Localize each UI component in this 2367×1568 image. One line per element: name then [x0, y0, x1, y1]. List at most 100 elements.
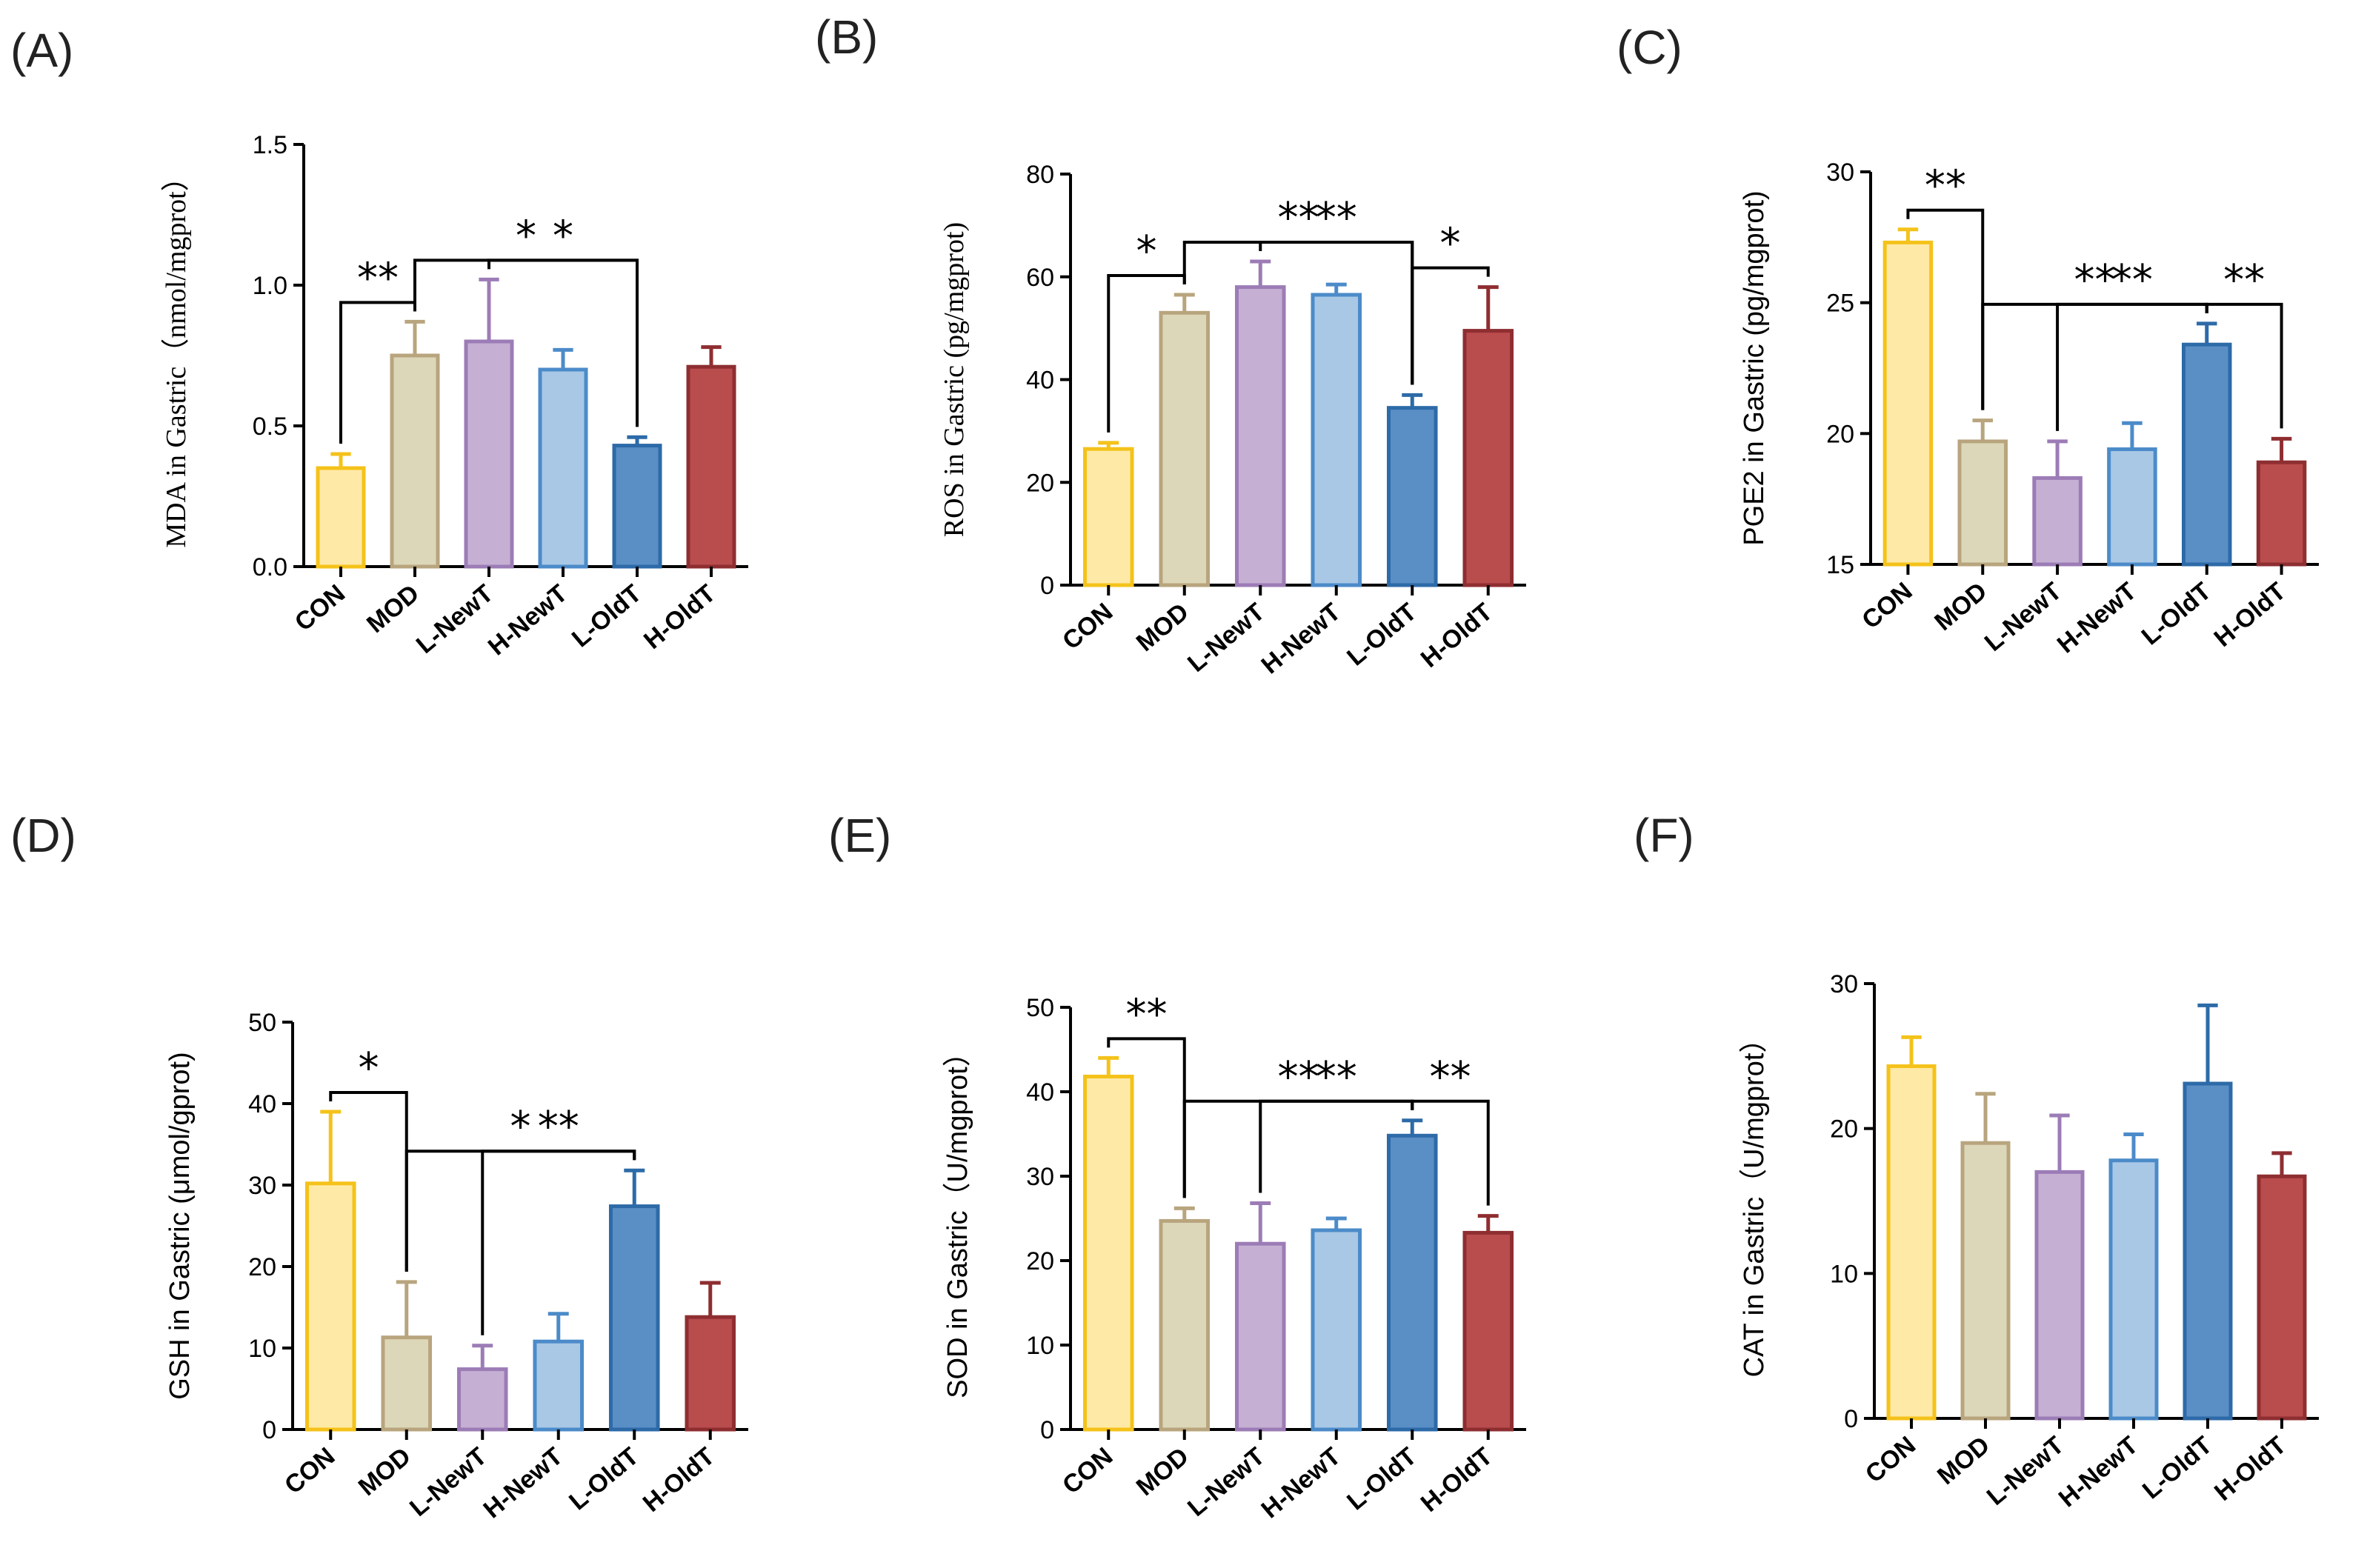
x-tick-label: H-OldT	[2208, 577, 2291, 653]
panel-label-E: (E)	[828, 809, 891, 862]
x-tick-label: H-NewT	[483, 579, 573, 661]
y-tick-label: 0	[1040, 1416, 1054, 1444]
bar-L-OldT	[2181, 342, 2232, 567]
bar-CON	[316, 466, 366, 569]
significance-label: **	[2111, 256, 2153, 304]
x-tick-label: H-NewT	[2052, 577, 2143, 659]
x-tick-label: L-NewT	[411, 579, 499, 659]
x-tick-label: L-OldT	[1342, 598, 1422, 672]
bar-H-OldT	[1462, 1230, 1514, 1432]
bar-CON	[1082, 447, 1134, 587]
y-tick-label: 30	[1830, 970, 1858, 998]
x-tick-label: H-OldT	[2209, 1431, 2291, 1507]
y-axis-label: SOD in Gastric（U/mgprot）	[942, 1038, 973, 1398]
x-tick-label: L-OldT	[1342, 1442, 1422, 1516]
significance-label: **	[1925, 162, 1966, 210]
bar-MOD	[381, 1335, 433, 1432]
y-tick-label: 40	[1026, 1078, 1054, 1107]
y-tick-label: 40	[248, 1090, 276, 1118]
y-tick-label: 30	[1826, 159, 1854, 187]
bar-L-NewT	[464, 339, 514, 569]
x-tick-label: CON	[1057, 1442, 1118, 1500]
x-tick-label: H-OldT	[638, 1442, 720, 1518]
y-axis-label: MDA in Gastric（nmol/mgprot）	[161, 163, 192, 547]
bar-L-OldT	[2183, 1081, 2233, 1421]
panel-B: (B) 0 20 40 60 80 ROS in Gastric (pg/mgprot) C…	[815, 10, 1526, 679]
y-tick-label: 0.5	[253, 413, 287, 441]
bar-H-NewT	[533, 1339, 585, 1432]
y-tick-label: 0	[1040, 572, 1054, 600]
significance-label: **	[538, 1103, 579, 1151]
bar-MOD	[1957, 439, 2008, 567]
y-tick-label: 40	[1026, 367, 1054, 395]
x-tick-label: L-OldT	[2137, 1431, 2218, 1505]
bar-L-OldT	[1386, 406, 1438, 587]
bar-H-NewT	[1311, 1228, 1362, 1432]
y-tick-label: 20	[1826, 420, 1854, 448]
y-tick-label: 50	[248, 1009, 276, 1037]
y-tick-label: 15	[1826, 551, 1854, 579]
bar-MOD	[1960, 1141, 2011, 1421]
bar-H-OldT	[686, 364, 736, 569]
bar-L-OldT	[1386, 1133, 1438, 1432]
bar-H-NewT	[2107, 447, 2157, 567]
x-tick-label: MOD	[1932, 1431, 1995, 1490]
y-tick-label: 10	[248, 1335, 276, 1363]
significance-label: *	[1440, 220, 1461, 268]
significance-label: *	[1136, 227, 1157, 276]
significance-label: **	[1316, 194, 1357, 242]
significance-label: **	[1430, 1053, 1471, 1101]
y-tick-label: 10	[1830, 1260, 1858, 1288]
panel-F: (F) 0 10 20 30 CAT in Gastric（U/mgprot） CON MO…	[1634, 809, 2319, 1512]
y-tick-label: 20	[1830, 1115, 1858, 1144]
significance-label: *	[516, 212, 536, 260]
x-tick-label: H-NewT	[1256, 1442, 1347, 1524]
bar-H-OldT	[2257, 1174, 2307, 1421]
x-tick-label: MOD	[1131, 1442, 1194, 1501]
y-tick-label: 0	[262, 1416, 276, 1444]
bar-H-NewT	[538, 367, 588, 569]
panel-D: (D) 0 10 20 30 40 50 GSH in Gastric (μmol/gpro…	[10, 809, 748, 1524]
y-tick-label: 20	[248, 1253, 276, 1281]
x-tick-label: H-NewT	[2054, 1431, 2144, 1513]
panel-C: (C) 15 20 25 30 PGE2 in Gastric (pg/mgprot) C…	[1617, 21, 2319, 658]
significance-label: *	[359, 1044, 379, 1092]
y-tick-label: 20	[1026, 1247, 1054, 1275]
bar-CON	[304, 1181, 356, 1432]
bar-L-OldT	[608, 1204, 660, 1432]
y-tick-label: 80	[1026, 161, 1054, 189]
significance-label: **	[2223, 256, 2265, 304]
x-tick-label: H-NewT	[1256, 598, 1347, 680]
x-tick-label: CON	[290, 579, 350, 637]
x-tick-label: CON	[1057, 598, 1118, 655]
x-tick-label: L-OldT	[2137, 577, 2217, 651]
y-tick-label: 25	[1826, 290, 1854, 318]
bar-L-NewT	[2034, 1170, 2085, 1421]
y-axis-label: ROS in Gastric (pg/mgprot)	[939, 222, 970, 537]
bar-CON	[1886, 1064, 1937, 1421]
x-tick-label: L-NewT	[1182, 598, 1271, 678]
significance-label: *	[553, 212, 573, 260]
significance-label: **	[1316, 1053, 1357, 1101]
x-tick-label: MOD	[362, 579, 425, 638]
x-tick-label: L-NewT	[1980, 577, 2068, 657]
y-tick-label: 30	[248, 1172, 276, 1200]
y-tick-label: 0	[1844, 1405, 1858, 1433]
x-tick-label: H-OldT	[1416, 1442, 1498, 1518]
panel-label-D: (D)	[10, 809, 76, 862]
bar-H-NewT	[1311, 293, 1362, 587]
x-tick-label: MOD	[1131, 598, 1194, 657]
bar-MOD	[390, 353, 440, 569]
y-axis-label: GSH in Gastric (μmol/gprot)	[164, 1052, 196, 1400]
bar-CON	[1082, 1074, 1134, 1432]
panel-label-A: (A)	[10, 24, 73, 77]
bar-L-NewT	[456, 1367, 508, 1432]
x-tick-label: CON	[1857, 577, 1917, 635]
bar-L-NewT	[2032, 476, 2083, 567]
panel-A: (A) 0.0 0.5 1.0 1.5 MDA in Gastric（nmol/mgpr…	[10, 24, 748, 661]
bar-MOD	[1159, 1218, 1211, 1432]
panel-E: (E) 0 10 20 30 40 50 SOD in Gastric（U/mgprot） C…	[828, 809, 1526, 1524]
y-tick-label: 60	[1026, 264, 1054, 292]
y-tick-label: 1.5	[253, 131, 287, 159]
